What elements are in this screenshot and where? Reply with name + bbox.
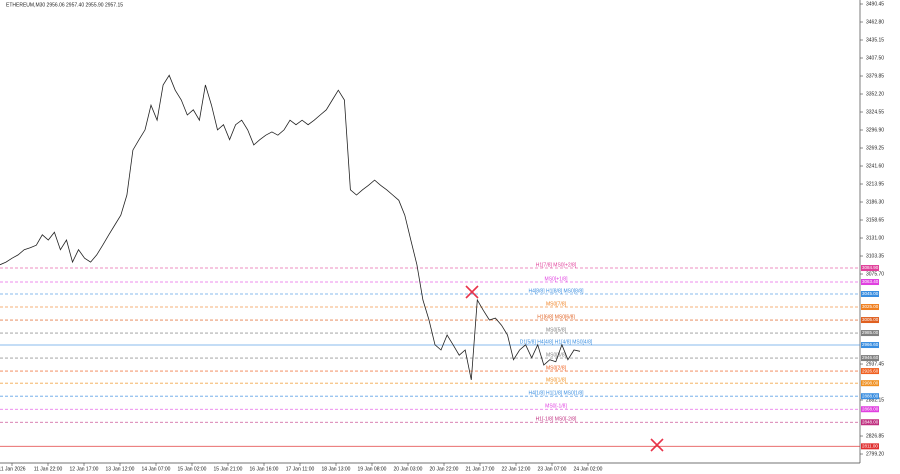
- level-tag-label: 3045.00: [862, 291, 879, 296]
- level-tag: [861, 419, 879, 426]
- y-tick-label: 2937.45: [866, 361, 884, 367]
- level-label: H4[1/8] H1[1/8] MS0[1/8]: [528, 391, 584, 397]
- level-tag: [861, 290, 879, 297]
- cross-marker: [465, 285, 479, 299]
- level-tag-label: 2966.60: [862, 342, 879, 347]
- cross-marker: [650, 438, 664, 452]
- x-tick-label: 17 Jan 11:00: [286, 466, 315, 472]
- x-tick-label: 12 Jan 17:00: [70, 466, 99, 472]
- level-tag-label: 2985.00: [862, 330, 879, 335]
- level-tag-label: 2946.60: [862, 355, 879, 360]
- level-tag-label: 2868.00: [862, 406, 879, 411]
- y-tick-label: 3269.25: [866, 145, 884, 151]
- y-tick-label: 3379.85: [866, 73, 884, 79]
- y-tick-label: 3435.15: [866, 37, 884, 43]
- level-tag: [861, 342, 879, 349]
- y-tick-label: 3131.00: [866, 235, 884, 241]
- level-tag: [861, 330, 879, 337]
- level-tag-label: 3063.40: [862, 279, 879, 284]
- level-label: H4[8/8] H1[8/8] MS0[8/8]: [528, 288, 584, 294]
- level-tag: [861, 304, 879, 311]
- x-tick-label: 11 Jan 2026: [0, 466, 26, 472]
- y-tick-label: 2799.20: [866, 451, 884, 457]
- level-tag: [861, 317, 879, 324]
- level-tag: [861, 393, 879, 400]
- level-label: MS0[7/8]: [546, 301, 567, 307]
- level-tag-label: 2908.00: [862, 380, 879, 385]
- level-label: MS0[2/8]: [546, 365, 567, 371]
- y-tick-label: 3213.95: [866, 181, 884, 187]
- level-label: H1[-1/8] MS0[-2/8]: [536, 417, 577, 423]
- level-tag: [861, 380, 879, 387]
- level-tag: [861, 443, 879, 450]
- chart-title: ETHEREUM,M30 2956.06 2957.40 2955.90 295…: [6, 2, 123, 8]
- y-tick-label: 3296.90: [866, 127, 884, 133]
- x-tick-label: 15 Jan 02:00: [178, 466, 207, 472]
- x-tick-label: 23 Jan 07:00: [538, 466, 567, 472]
- level-tag-label: 3025.00: [862, 304, 879, 309]
- level-tag-label: 2926.60: [862, 368, 879, 373]
- y-tick-label: 3352.20: [866, 91, 884, 97]
- level-tag-label: 3005.00: [862, 317, 879, 322]
- x-tick-label: 16 Jan 16:00: [250, 466, 279, 472]
- x-tick-label: 11 Jan 22:00: [34, 466, 63, 472]
- x-tick-label: 14 Jan 07:00: [142, 466, 171, 472]
- x-tick-label: 22 Jan 12:00: [502, 466, 531, 472]
- y-tick-label: 3324.55: [866, 109, 884, 115]
- level-tag: [861, 279, 879, 286]
- y-tick-label: 3158.65: [866, 217, 884, 223]
- x-tick-label: 18 Jan 13:00: [322, 466, 351, 472]
- y-tick-label: 2826.85: [866, 433, 884, 439]
- x-tick-label: 15 Jan 21:00: [214, 466, 243, 472]
- level-label: MS0[5/8]: [546, 327, 567, 333]
- price-line: [0, 74, 581, 380]
- level-tag: [861, 406, 879, 413]
- x-tick-label: 21 Jan 17:00: [466, 466, 495, 472]
- y-tick-label: 3407.50: [866, 55, 884, 61]
- y-tick-label: 3103.35: [866, 253, 884, 259]
- x-tick-label: 20 Jan 22:00: [430, 466, 459, 472]
- level-tag-label: 2848.00: [862, 419, 879, 424]
- x-tick-label: 24 Jan 02:00: [574, 466, 603, 472]
- level-tag: [861, 355, 879, 362]
- level-label: MS0[+1/8]: [545, 276, 569, 282]
- y-tick-label: 3241.60: [866, 163, 884, 169]
- y-tick-label: 3490.45: [866, 1, 884, 7]
- x-tick-label: 20 Jan 03:00: [394, 466, 423, 472]
- y-tick-label: 2882.15: [866, 397, 884, 403]
- level-tag: [861, 265, 879, 272]
- level-tag-label: 2888.00: [862, 393, 879, 398]
- level-tag-label: 3084.90: [862, 265, 879, 270]
- level-label: MS0[-1/8]: [545, 404, 567, 410]
- level-label: MS0[1/8]: [546, 378, 567, 384]
- y-tick-label: 3462.80: [866, 19, 884, 25]
- y-tick-label: 3075.70: [866, 271, 884, 277]
- y-tick-label: 3186.30: [866, 199, 884, 205]
- level-label: D1[5/8] H4[4/8] H1[4/8] MS0[4/8]: [520, 339, 593, 345]
- level-label: H1[6/8] MS0[6/8]: [537, 314, 575, 320]
- x-tick-label: 13 Jan 12:00: [106, 466, 135, 472]
- level-tag-label: 2811.00: [862, 444, 878, 449]
- level-tag: [861, 368, 879, 375]
- level-label: MS0[3/8]: [546, 352, 567, 358]
- x-tick-label: 19 Jan 08:00: [358, 466, 387, 472]
- level-label: H1[7/8] MS0[+2/8]: [536, 262, 577, 268]
